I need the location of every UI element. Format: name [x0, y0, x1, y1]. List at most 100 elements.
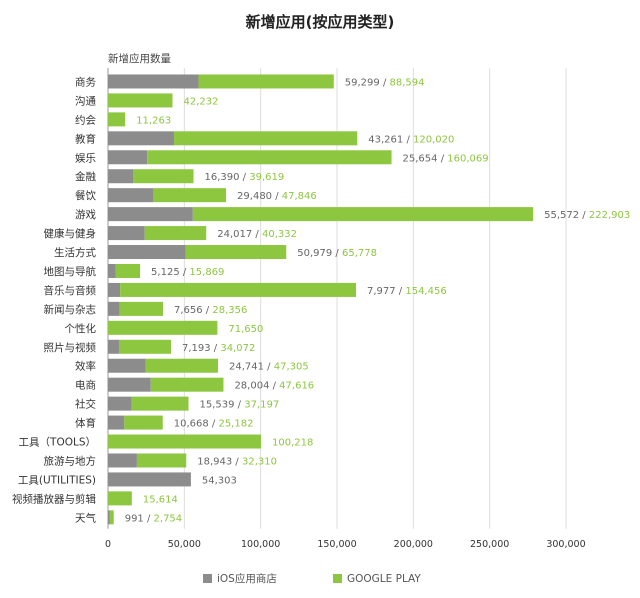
value-label: 55,572 / 222,903 [544, 210, 630, 221]
bar-google-play [136, 453, 187, 468]
bar-google-play [144, 226, 207, 241]
value-google-play: 160,069 [447, 153, 488, 164]
bar-ios [108, 510, 110, 525]
bar-google-play [108, 93, 173, 108]
bar-ios [108, 131, 175, 146]
value-label: 15,614 [143, 494, 178, 505]
value-google-play: 154,456 [405, 286, 446, 297]
category-label: 健康与健身 [44, 227, 97, 240]
value-google-play: 47,846 [282, 191, 317, 202]
category-label: 教育 [75, 132, 96, 145]
category-label: 天气 [75, 511, 96, 524]
bar-google-play [192, 207, 534, 222]
value-label: 11,263 [136, 115, 171, 126]
value-separator: / [235, 400, 245, 411]
value-separator: / [269, 381, 279, 392]
legend: iOS应用商店 GOOGLE PLAY [203, 572, 421, 585]
value-label: 16,390 / 39,619 [205, 172, 285, 183]
value-ios: 7,977 [367, 286, 396, 297]
x-tick-label: 50,000 [168, 539, 201, 550]
x-axis-ticks: 0 50,000 100,000 150,000 200,000 250,000 300,0… [105, 539, 586, 550]
bar-google-play [131, 396, 189, 411]
value-label: 7,193 / 34,072 [182, 343, 255, 354]
category-label: 照片与视频 [44, 341, 97, 354]
value-ios: 16,390 [205, 172, 240, 183]
value-google-play: 47,305 [274, 362, 309, 373]
value-google-play: 47,616 [279, 381, 314, 392]
bar-ios [108, 282, 121, 297]
value-ios: 54,303 [202, 475, 237, 486]
value-google-play: 42,232 [183, 96, 218, 107]
value-google-play: 120,020 [413, 134, 454, 145]
x-tick-label: 100,000 [241, 539, 280, 550]
category-label: 旅游与地方 [44, 454, 97, 467]
value-label: 991 / 2,754 [125, 513, 182, 524]
bar-ios [108, 188, 154, 203]
legend-swatch-google-play [333, 574, 342, 583]
value-google-play: 32,310 [242, 456, 277, 467]
value-google-play: 25,182 [218, 419, 253, 430]
value-google-play: 28,356 [212, 305, 247, 316]
legend-swatch-ios [203, 574, 212, 583]
value-separator: / [252, 229, 262, 240]
value-separator: / [211, 343, 221, 354]
value-label: 28,004 / 47,616 [234, 381, 314, 392]
value-separator: / [396, 286, 406, 297]
axis-title: 新增应用数量 [108, 52, 171, 65]
value-label: 7,977 / 154,456 [367, 286, 447, 297]
value-label: 29,480 / 47,846 [237, 191, 317, 202]
value-google-play: 15,869 [189, 267, 224, 278]
bar-google-play [133, 169, 194, 184]
value-google-play: 222,903 [589, 210, 630, 221]
bar-google-play [108, 491, 132, 506]
value-label: 71,650 [228, 324, 263, 335]
bar-google-play [115, 263, 141, 278]
bar-google-play [147, 150, 392, 165]
category-label: 音乐与音频 [44, 284, 97, 297]
value-ios: 24,741 [229, 362, 264, 373]
value-label: 42,232 [183, 96, 218, 107]
x-tick-label: 200,000 [394, 539, 433, 550]
bar-google-play [185, 245, 287, 260]
category-label: 沟通 [75, 94, 96, 107]
value-label: 10,668 / 25,182 [174, 419, 254, 430]
value-label: 54,303 [202, 475, 237, 486]
x-tick-label: 250,000 [470, 539, 509, 550]
category-label: 生活方式 [54, 246, 96, 259]
value-google-play: 71,650 [228, 324, 263, 335]
category-label: 工具（TOOLS） [19, 437, 96, 449]
value-separator: / [579, 210, 589, 221]
value-separator: / [438, 153, 448, 164]
value-label: 15,539 / 37,197 [200, 400, 280, 411]
value-label: 43,261 / 120,020 [368, 134, 454, 145]
value-ios: 50,979 [297, 248, 332, 259]
bar-ios [108, 245, 186, 260]
value-ios: 59,299 [345, 77, 380, 88]
value-separator: / [232, 456, 242, 467]
value-labels: 59,299 / 88,594 42,232 11,263 43,261 / 120,… [125, 77, 631, 524]
bar-google-play [108, 434, 261, 449]
value-ios: 55,572 [544, 210, 579, 221]
value-google-play: 34,072 [220, 343, 255, 354]
bar-google-play [108, 320, 218, 335]
value-google-play: 88,594 [390, 77, 425, 88]
x-tick-label: 0 [105, 539, 111, 550]
value-ios: 18,943 [197, 456, 232, 467]
category-label: 个性化 [65, 322, 97, 335]
bar-google-play [109, 510, 114, 525]
bar-google-play [108, 112, 126, 127]
category-label: 游戏 [75, 208, 96, 221]
bar-ios [108, 74, 199, 89]
value-separator: / [203, 305, 213, 316]
chart-title: 新增应用(按应用类型) [246, 13, 395, 31]
category-label: 视频播放器与剪辑 [12, 492, 96, 505]
bar-ios [108, 226, 145, 241]
value-ios: 43,261 [368, 134, 403, 145]
category-label: 效率 [75, 360, 96, 373]
bars [108, 74, 534, 525]
value-separator: / [332, 248, 342, 259]
bar-ios [108, 263, 116, 278]
bar-google-play [198, 74, 334, 89]
